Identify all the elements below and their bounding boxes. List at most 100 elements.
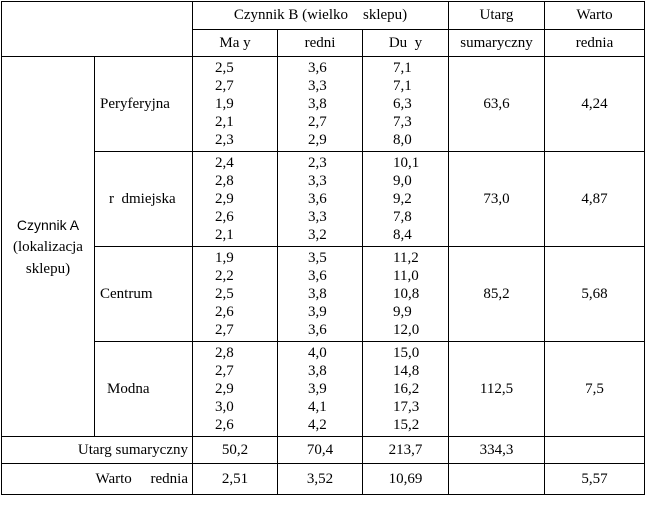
total-small: 50,2 — [192, 436, 278, 464]
factor-a-line2: (lokalizacja — [13, 238, 83, 255]
group-mean: 4,87 — [544, 151, 645, 247]
value-cell: 3,5 — [308, 250, 327, 266]
value-cell: 3,6 — [308, 268, 327, 284]
value-cell: 3,9 — [308, 381, 327, 397]
small-values: 1,9 2,2 2,5 2,6 2,7 — [192, 246, 278, 342]
value-cell: 11,2 — [393, 250, 419, 266]
value-cell: 1,9 — [215, 250, 234, 266]
value-cell: 3,8 — [308, 363, 327, 379]
location-label: Modna — [94, 341, 193, 437]
value-cell: 3,6 — [308, 191, 327, 207]
value-cell: 2,7 — [215, 363, 234, 379]
value-cell: 2,9 — [215, 191, 234, 207]
value-cell: 8,0 — [393, 132, 412, 148]
medium-values: 3,5 3,6 3,8 3,9 3,6 — [277, 246, 363, 342]
large-values: 10,1 9,0 9,2 7,8 8,4 — [362, 151, 449, 247]
mean-header-line2: rednia — [544, 29, 645, 57]
value-cell: 10,1 — [393, 155, 420, 171]
mean-header-line1: Warto — [544, 1, 645, 30]
group-total: 63,6 — [448, 56, 545, 152]
mean-medium: 3,52 — [277, 463, 363, 495]
total-medium: 70,4 — [277, 436, 363, 464]
total-revenue-header-line1: Utarg — [448, 1, 545, 30]
value-cell: 2,9 — [308, 132, 327, 148]
value-cell: 2,8 — [215, 173, 234, 189]
value-cell: 3,3 — [308, 209, 327, 225]
medium-values: 3,6 3,3 3,8 2,7 2,9 — [277, 56, 363, 152]
value-cell: 16,2 — [393, 381, 420, 397]
value-cell: 3,8 — [308, 96, 327, 112]
size-small-header: Ma y — [192, 29, 278, 57]
group-mean: 4,24 — [544, 56, 645, 152]
value-cell: 8,4 — [393, 227, 412, 243]
empty-cell — [448, 463, 545, 495]
value-cell: 7,8 — [393, 209, 412, 225]
total-large: 213,7 — [362, 436, 449, 464]
value-cell: 4,1 — [308, 399, 327, 415]
value-cell: 3,3 — [308, 78, 327, 94]
value-cell: 3,8 — [308, 286, 327, 302]
grand-total: 334,3 — [448, 436, 545, 464]
value-cell: 1,9 — [215, 96, 234, 112]
value-cell: 10,8 — [393, 286, 420, 302]
value-cell: 2,1 — [215, 227, 234, 243]
group-mean: 5,68 — [544, 246, 645, 342]
value-cell: 11,0 — [393, 268, 419, 284]
mean-large: 10,69 — [362, 463, 449, 495]
value-cell: 7,1 — [393, 78, 412, 94]
mean-row-label: Warto rednia — [1, 463, 193, 495]
mean-small: 2,51 — [192, 463, 278, 495]
size-medium-header: redni — [277, 29, 363, 57]
large-values: 15,0 14,8 16,2 17,3 15,2 — [362, 341, 449, 437]
size-large-header: Du y — [362, 29, 449, 57]
value-cell: 2,3 — [308, 155, 327, 171]
value-cell: 2,5 — [215, 60, 234, 76]
large-values: 11,2 11,0 10,8 9,9 12,0 — [362, 246, 449, 342]
group-total: 85,2 — [448, 246, 545, 342]
value-cell: 2,2 — [215, 268, 234, 284]
value-cell: 3,3 — [308, 173, 327, 189]
value-cell: 9,9 — [393, 304, 412, 320]
value-cell: 12,0 — [393, 322, 420, 338]
value-cell: 3,0 — [215, 399, 234, 415]
value-cell: 2,6 — [215, 417, 234, 433]
medium-values: 2,3 3,3 3,6 3,3 3,2 — [277, 151, 363, 247]
group-total: 73,0 — [448, 151, 545, 247]
factor-b-header: Czynnik B (wielko sklepu) — [192, 1, 449, 30]
small-values: 2,8 2,7 2,9 3,0 2,6 — [192, 341, 278, 437]
value-cell: 2,7 — [215, 322, 234, 338]
value-cell: 2,8 — [215, 345, 234, 361]
value-cell: 6,3 — [393, 96, 412, 112]
value-cell: 2,7 — [308, 114, 327, 130]
value-cell: 4,2 — [308, 417, 327, 433]
value-cell: 2,4 — [215, 155, 234, 171]
group-total: 112,5 — [448, 341, 545, 437]
location-label: r dmiejska — [94, 151, 193, 247]
value-cell: 7,1 — [393, 60, 412, 76]
value-cell: 17,3 — [393, 399, 420, 415]
location-label: Peryferyjna — [94, 56, 193, 152]
value-cell: 2,9 — [215, 381, 234, 397]
large-values: 7,1 7,1 6,3 7,3 8,0 — [362, 56, 449, 152]
value-cell: 2,5 — [215, 286, 234, 302]
factor-a-line1: Czynnik A — [16, 216, 80, 233]
value-cell: 15,2 — [393, 417, 420, 433]
small-values: 2,4 2,8 2,9 2,6 2,1 — [192, 151, 278, 247]
value-cell: 4,0 — [308, 345, 327, 361]
group-mean: 7,5 — [544, 341, 645, 437]
value-cell: 9,2 — [393, 191, 412, 207]
value-cell: 7,3 — [393, 114, 412, 130]
value-cell: 3,2 — [308, 227, 327, 243]
value-cell: 14,8 — [393, 363, 420, 379]
value-cell: 9,0 — [393, 173, 412, 189]
total-revenue-header-line2: sumaryczny — [448, 29, 545, 57]
anova-table: Czynnik B (wielko sklepu) Utarg Warto Ma… — [1, 1, 645, 495]
value-cell: 3,9 — [308, 304, 327, 320]
value-cell: 2,1 — [215, 114, 234, 130]
factor-a-line3: sklepu) — [25, 260, 71, 277]
value-cell: 15,0 — [393, 345, 420, 361]
value-cell: 2,6 — [215, 209, 234, 225]
empty-cell — [544, 436, 645, 464]
value-cell: 2,3 — [215, 132, 234, 148]
value-cell: 2,7 — [215, 78, 234, 94]
